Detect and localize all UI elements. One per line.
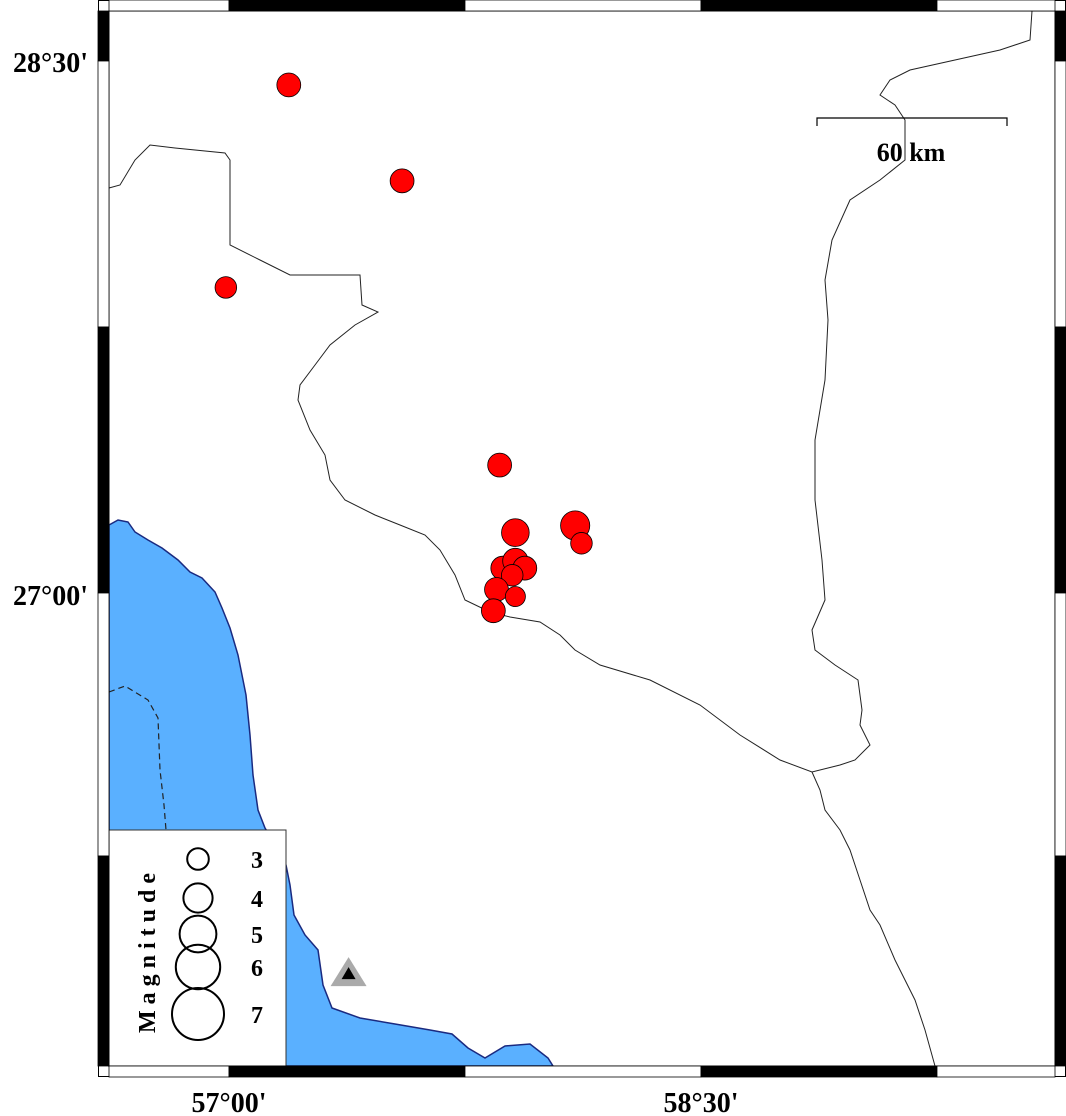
legend-circle-5 [178, 914, 218, 954]
border-line-1 [108, 10, 1033, 773]
earthquake-marker[interactable] [481, 598, 506, 624]
legend-circle-4 [182, 882, 214, 914]
earthquake-marker[interactable] [214, 276, 238, 299]
seismic-station [330, 957, 367, 987]
legend-title: Magnitude [135, 867, 161, 1033]
earthquake-marker[interactable] [501, 564, 524, 587]
earthquake-marker[interactable] [570, 532, 593, 555]
legend-label-3: 3 [251, 848, 263, 874]
legend: Magnitude 3 4 5 6 7 [108, 829, 287, 1067]
lat-label-27-00: 27°00' [13, 581, 88, 612]
depth-contour [108, 685, 167, 831]
lon-label-58-30: 58°30' [664, 1088, 739, 1116]
axis-labels: 28°30' 27°00' 57°00' 58°30' [13, 48, 738, 1116]
scale-bar: 60 km [816, 117, 1008, 167]
earthquake-marker[interactable] [487, 452, 512, 478]
legend-circle-6 [174, 943, 222, 991]
legend-label-5: 5 [251, 923, 263, 949]
province-borders [108, 10, 1033, 1067]
legend-label-4: 4 [251, 887, 263, 913]
border-line-2 [811, 771, 936, 1067]
lon-label-57-00: 57°00' [192, 1088, 267, 1116]
earthquake-marker[interactable] [501, 518, 530, 547]
legend-circle-3 [186, 847, 210, 871]
legend-label-7: 7 [251, 1003, 263, 1029]
earthquake-marker[interactable] [389, 168, 415, 194]
scale-bar-label: 60 km [877, 138, 946, 167]
map-frame [97, 0, 1066, 1078]
station-inner-triangle-icon [341, 967, 356, 980]
earthquake-events [214, 72, 593, 624]
legend-circle-7 [171, 987, 225, 1041]
legend-label-6: 6 [251, 956, 263, 982]
earthquake-marker[interactable] [504, 586, 526, 607]
lat-label-28-30: 28°30' [13, 48, 88, 79]
earthquake-marker[interactable] [484, 577, 509, 602]
earthquake-marker[interactable] [276, 72, 302, 98]
